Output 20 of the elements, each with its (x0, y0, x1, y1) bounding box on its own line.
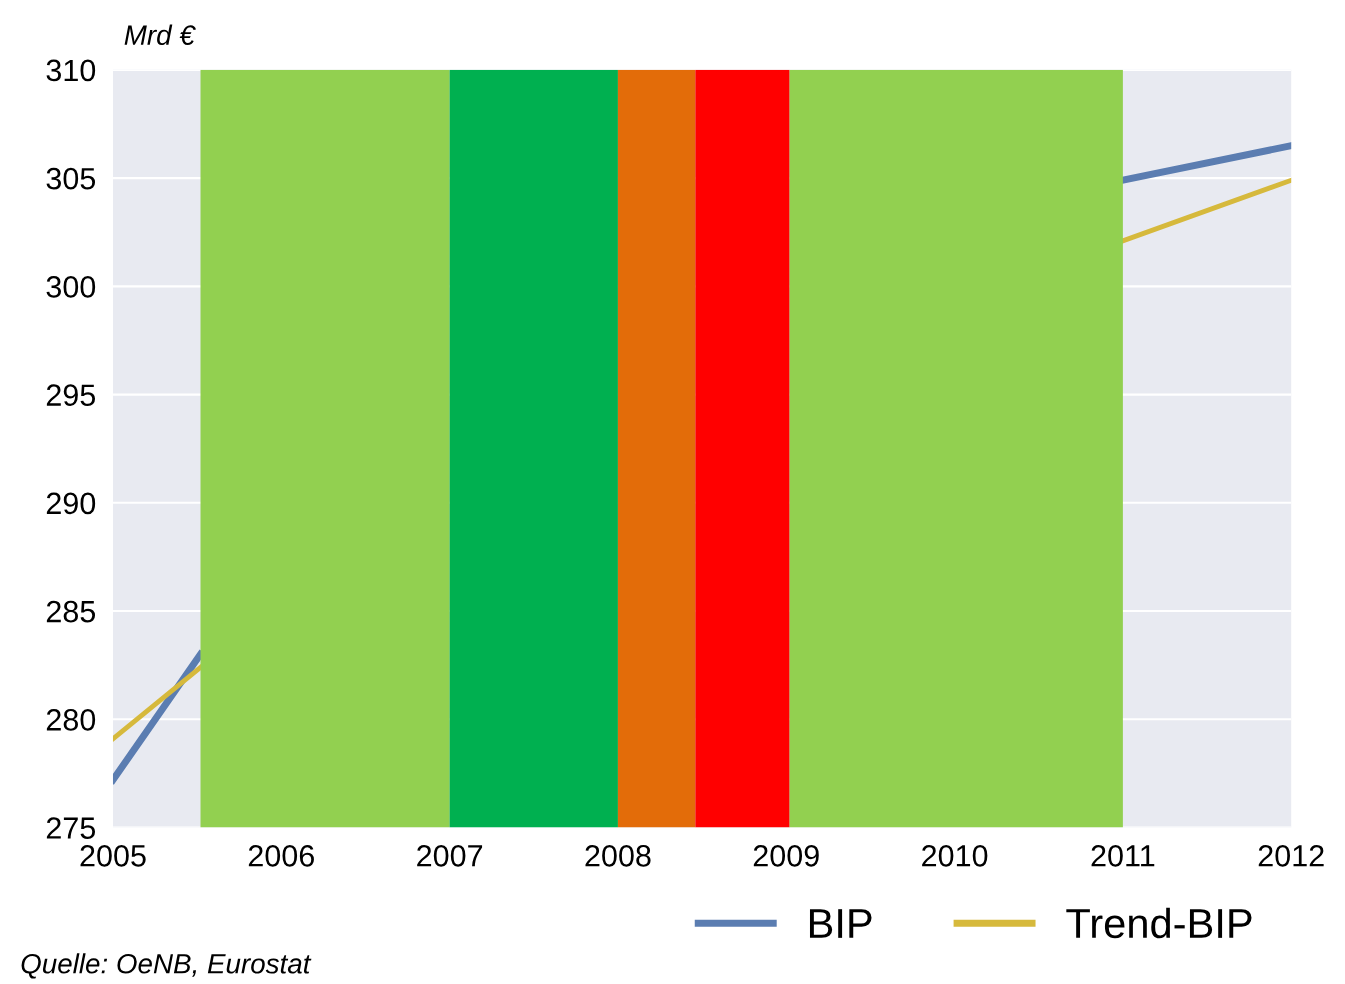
x-tick-label: 2009 (753, 845, 819, 867)
y-axis-title: Mrd € (124, 24, 196, 46)
y-tick-label: 285 (46, 600, 96, 623)
y-tick-label: 300 (46, 276, 96, 298)
x-tick-label: 2008 (585, 845, 651, 867)
x-tick-label: 2010 (922, 845, 988, 867)
legend-label: BIP (809, 909, 872, 938)
y-tick-label: 280 (46, 709, 96, 731)
x-tick-label: 2007 (417, 845, 483, 867)
x-tick-label: 2011 (1091, 845, 1155, 867)
source-note: Quelle: OeNB, Eurostat (21, 953, 312, 979)
x-tick-label: 2012 (1258, 845, 1324, 867)
y-tick-label: 275 (46, 817, 96, 839)
x-tick-label: 2005 (80, 845, 146, 867)
x-tick-label: 2006 (248, 845, 314, 867)
y-tick-label: 295 (46, 384, 96, 406)
y-tick-label: 290 (46, 492, 96, 515)
y-tick-label: 310 (46, 59, 96, 82)
y-tick-label: 305 (46, 167, 96, 190)
legend-label: Trend-BIP (1066, 907, 1252, 939)
